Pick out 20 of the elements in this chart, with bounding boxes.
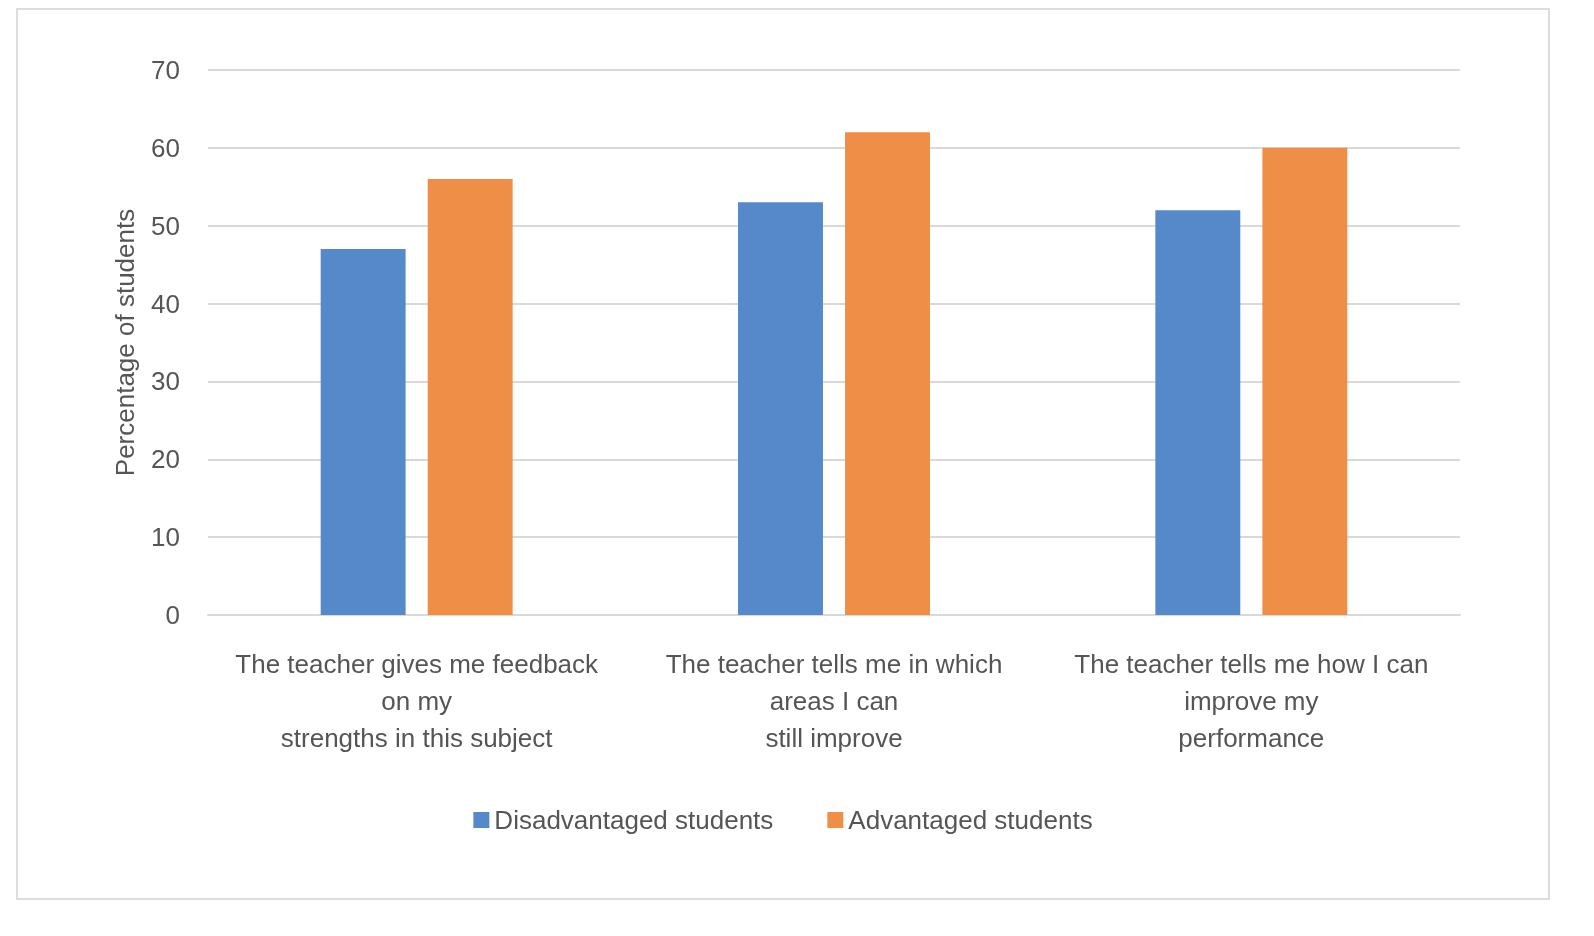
y-tick-label: 70 (151, 55, 180, 85)
bar (738, 202, 823, 615)
x-tick-label: The teacher gives me feedback on my strengths in this subject (235, 648, 600, 753)
y-tick-label: 10 (151, 522, 180, 553)
x-tick-label: The teacher tells me how I can improve my performance (1074, 648, 1429, 753)
y-tick-label: 50 (151, 210, 180, 241)
y-tick-label: 40 (151, 288, 180, 319)
y-tick-label: 0 (165, 600, 180, 630)
x-tick-label: The teacher tells me in which areas I can still improve (665, 648, 1003, 753)
legend-label: Disadvantaged students (494, 805, 774, 835)
bar (1262, 147, 1348, 615)
bar (1155, 210, 1241, 615)
legend-label: Advantaged students (848, 805, 1093, 835)
bar (427, 179, 513, 615)
y-axis-title: Percentage of students (110, 208, 140, 477)
bar (320, 249, 406, 615)
y-tick-label: 20 (151, 444, 180, 475)
y-tick-label: 30 (151, 366, 180, 397)
bar (845, 132, 930, 615)
y-tick-label: 60 (151, 132, 180, 163)
